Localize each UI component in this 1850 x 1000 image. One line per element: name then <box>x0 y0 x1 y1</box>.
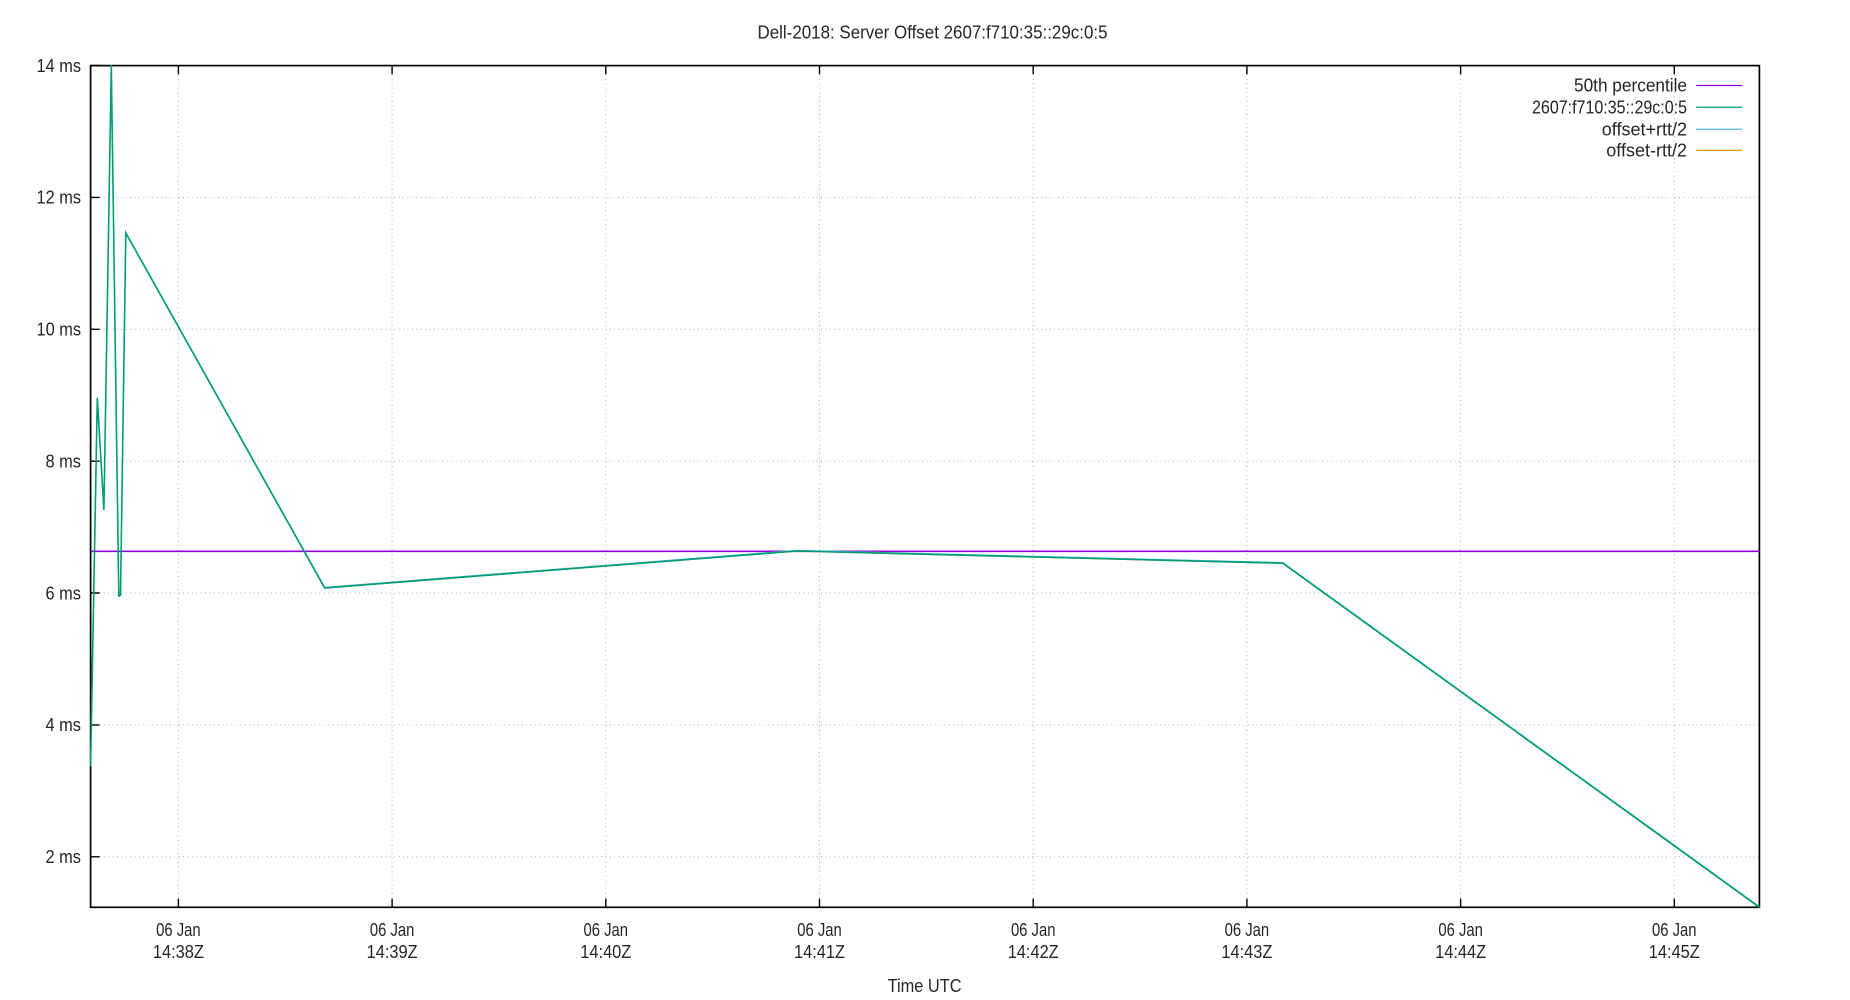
svg-text:Time UTC: Time UTC <box>888 976 962 996</box>
svg-text:4 ms: 4 ms <box>46 715 82 735</box>
svg-text:14:40Z: 14:40Z <box>580 942 631 962</box>
svg-text:06 Jan: 06 Jan <box>1438 920 1483 940</box>
svg-text:06 Jan: 06 Jan <box>1011 920 1056 940</box>
svg-text:6 ms: 6 ms <box>46 583 82 603</box>
svg-text:Dell-2018: Server Offset 2607:: Dell-2018: Server Offset 2607:f710:35::2… <box>758 23 1108 43</box>
svg-text:06 Jan: 06 Jan <box>156 920 201 940</box>
svg-text:14 ms: 14 ms <box>37 56 82 76</box>
svg-text:offset-rtt/2: offset-rtt/2 <box>1606 141 1687 161</box>
svg-text:offset+rtt/2: offset+rtt/2 <box>1602 120 1687 140</box>
svg-text:14:43Z: 14:43Z <box>1221 942 1272 962</box>
svg-text:14:45Z: 14:45Z <box>1649 942 1700 962</box>
svg-text:12 ms: 12 ms <box>37 188 82 208</box>
svg-text:14:44Z: 14:44Z <box>1435 942 1486 962</box>
svg-text:06 Jan: 06 Jan <box>797 920 842 940</box>
svg-text:14:39Z: 14:39Z <box>367 942 418 962</box>
svg-text:06 Jan: 06 Jan <box>1225 920 1270 940</box>
svg-text:06 Jan: 06 Jan <box>584 920 629 940</box>
svg-text:14:41Z: 14:41Z <box>794 942 845 962</box>
svg-text:14:38Z: 14:38Z <box>153 942 204 962</box>
svg-text:06 Jan: 06 Jan <box>370 920 415 940</box>
svg-text:2607:f710:35::29c:0:5: 2607:f710:35::29c:0:5 <box>1532 98 1687 118</box>
svg-text:2 ms: 2 ms <box>46 847 82 867</box>
svg-text:50th percentile: 50th percentile <box>1574 76 1687 96</box>
svg-text:10 ms: 10 ms <box>37 320 82 340</box>
svg-text:14:42Z: 14:42Z <box>1008 942 1059 962</box>
svg-text:8 ms: 8 ms <box>46 452 82 472</box>
svg-text:06 Jan: 06 Jan <box>1652 920 1697 940</box>
